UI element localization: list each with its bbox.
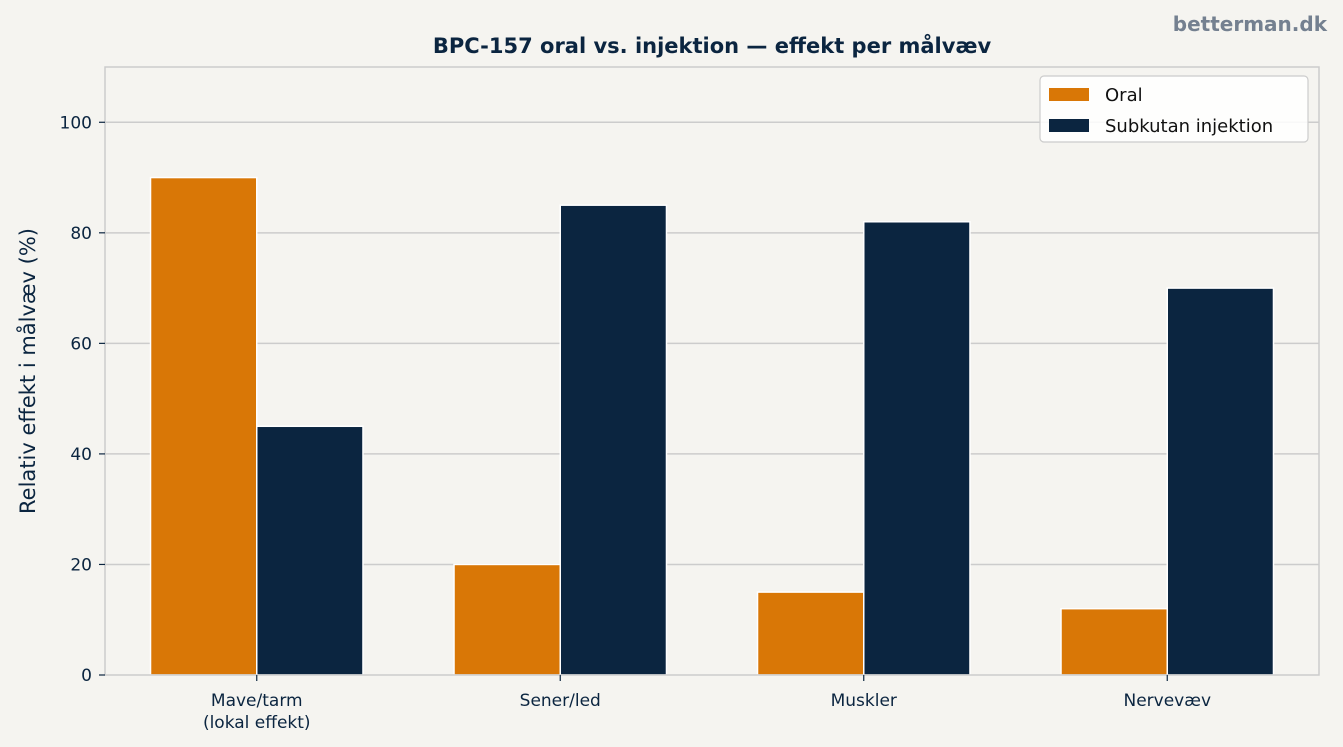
legend-label-1: Subkutan injektion: [1105, 116, 1273, 137]
bar-subkutan-injektion-3: [1166, 287, 1275, 676]
bar-oral-1: [453, 563, 561, 676]
x-tick-label-line: Mave/tarm: [211, 691, 303, 711]
y-tick-label: 100: [60, 113, 92, 133]
x-tick-label-line: Sener/led: [520, 691, 601, 711]
legend-box: [1039, 75, 1309, 143]
x-tick-label: Mave/tarm (lokal effekt): [203, 691, 311, 733]
x-tick-label: Nervevæv: [1124, 691, 1212, 711]
bar-oral-0: [149, 176, 258, 676]
x-tick-label-line: (lokal effekt): [203, 713, 311, 733]
plot-frame: [104, 66, 1320, 676]
legend-label-0: Oral: [1105, 85, 1143, 106]
legend-swatch-1: [1049, 119, 1089, 132]
bar-oral-3: [1060, 607, 1169, 676]
legend-swatch-0: [1049, 88, 1089, 101]
y-tick-label: 80: [70, 224, 92, 244]
watermark: betterman.dk: [1172, 12, 1327, 36]
bar-subkutan-injektion-1: [559, 204, 668, 676]
x-tick-label-line: Nervevæv: [1124, 691, 1212, 711]
bar-layer: [149, 176, 1275, 676]
legend: Oral Subkutan injektion: [1039, 75, 1309, 143]
bar-subkutan-injektion-2: [863, 221, 971, 676]
y-axis-label: Relativ effekt i målvæv (%): [15, 228, 40, 514]
x-tick-label: Muskler: [831, 691, 897, 711]
x-tick-label: Sener/led: [520, 691, 601, 711]
y-tick-label: 60: [70, 334, 92, 354]
y-tick-label: 0: [81, 666, 92, 686]
axis-layer: 0 20 40 60 80 100 Mave/tarm (lokal effekt) Sener…: [60, 113, 1211, 733]
y-tick-label: 40: [70, 445, 92, 465]
y-tick-label: 20: [70, 555, 92, 575]
bar-oral-2: [756, 591, 865, 676]
bar-subkutan-injektion-0: [256, 425, 364, 676]
chart-title: BPC-157 oral vs. injektion — effekt per …: [433, 33, 992, 58]
x-tick-label-line: Muskler: [831, 691, 897, 711]
